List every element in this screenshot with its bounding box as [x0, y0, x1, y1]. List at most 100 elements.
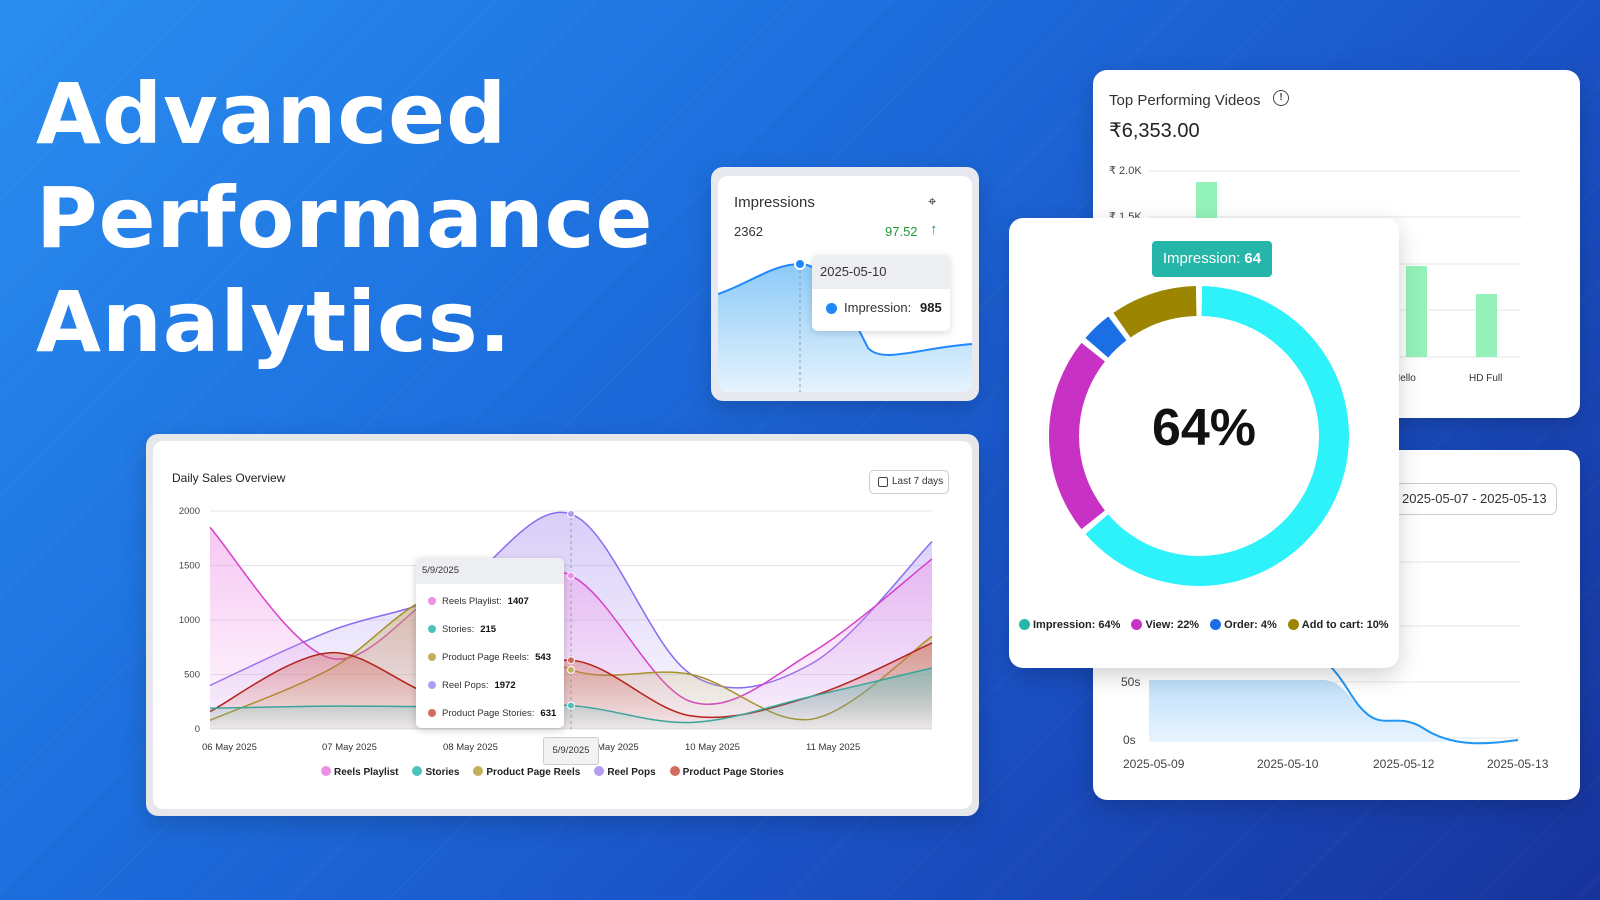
- hover-point[interactable]: [567, 701, 575, 710]
- tooltip-row: Reel Pops: 1972: [428, 680, 516, 691]
- legend-item[interactable]: Reel Pops: [594, 766, 656, 778]
- hover-point[interactable]: [567, 665, 575, 674]
- tooltip-row: Reels Playlist: 1407: [428, 596, 529, 607]
- impressions-tooltip: 2025-05-10 Impression: 985: [812, 255, 950, 331]
- legend-item[interactable]: Stories: [412, 766, 459, 778]
- legend-swatch: [1210, 619, 1222, 630]
- calendar-icon: [878, 477, 888, 487]
- xtick-label: 08 May 2025: [443, 742, 498, 753]
- x-axis-tooltip: 5/9/2025: [543, 737, 599, 765]
- ytick-label: 1500: [179, 561, 200, 572]
- donut-chart: [1049, 286, 1349, 586]
- top-videos-title: Top Performing Videos: [1109, 92, 1261, 109]
- legend-item[interactable]: Order: 4%: [1210, 619, 1277, 631]
- donut-slice-impression[interactable]: [1085, 286, 1349, 586]
- daily-sales-chart: 0 500 1000 1500 2000 06 May 2025 07 May 2025 08…: [179, 506, 933, 753]
- impressions-value: 2362: [734, 224, 763, 239]
- xtick-label: 11 May 2025: [806, 742, 860, 753]
- donut-center-value: 64%: [1151, 399, 1257, 457]
- arrow-up-icon: ↑: [930, 221, 938, 238]
- ytick-label: 0s: [1123, 733, 1136, 747]
- hover-point[interactable]: [567, 571, 575, 580]
- series-dot-icon: [428, 625, 436, 633]
- tooltip-row-value: 631: [540, 708, 557, 719]
- area-fill: [1149, 680, 1518, 745]
- legend-swatch: [473, 766, 484, 776]
- legend-swatch: [1287, 619, 1299, 630]
- legend-swatch: [669, 766, 680, 776]
- legend-label: Impression: 64%: [1033, 619, 1121, 631]
- line-stories[interactable]: [209, 667, 933, 724]
- tooltip-row: Stories: 215: [428, 624, 496, 635]
- legend-swatch: [412, 766, 423, 776]
- legend-item[interactable]: View: 22%: [1131, 619, 1199, 631]
- series-dot-icon: [826, 303, 837, 314]
- ytick-label: 500: [184, 670, 200, 681]
- ytick-label: 2000: [179, 506, 200, 517]
- impressions-card: Impressions ⌖ 2362 97.52 ↑ 2025-05-10 Im…: [711, 167, 979, 401]
- hero-line-2: Performance: [36, 169, 654, 267]
- series-dot-icon: [428, 681, 436, 689]
- hover-point[interactable]: [794, 258, 806, 270]
- legend-label: Product Page Stories: [682, 767, 784, 778]
- tooltip-row-value: 1407: [507, 596, 529, 607]
- tooltip-row-label: Reels Playlist:: [442, 596, 502, 607]
- xtick-label: May 2025: [597, 742, 639, 753]
- donut-card: Impression: 64 64% Impression: 64% View: …: [1009, 218, 1399, 668]
- legend-item[interactable]: Reels Playlist: [321, 766, 398, 778]
- range-label: Last 7 days: [892, 476, 944, 487]
- tooltip-row-value: 215: [480, 624, 497, 635]
- legend-swatch: [594, 766, 605, 776]
- legend-label: Reels Playlist: [334, 767, 399, 778]
- impressions-title: Impressions: [734, 194, 815, 211]
- bar: [1476, 294, 1497, 357]
- legend-item[interactable]: Product Page Stories: [669, 766, 784, 778]
- xtick-label: 07 May 2025: [322, 742, 377, 753]
- bar: [1406, 266, 1427, 357]
- legend-item[interactable]: Product Page Reels: [473, 766, 580, 778]
- legend-item[interactable]: Impression: 64%: [1019, 619, 1120, 631]
- donut-tooltip-label: Impression:: [1162, 250, 1241, 267]
- tooltip-row-value: 1972: [494, 680, 516, 691]
- hero-title: Advanced Performance Analytics.: [36, 62, 653, 374]
- donut-slice-add-to-cart[interactable]: [1113, 286, 1197, 338]
- legend-swatch: [1019, 619, 1030, 630]
- tooltip-row-label: Product Page Reels:: [442, 652, 530, 663]
- legend-label: Add to cart: 10%: [1301, 619, 1389, 631]
- donut-tooltip-value: 64: [1244, 250, 1262, 267]
- range-select-button[interactable]: Last 7 days: [869, 470, 949, 494]
- xtick-label: 2025-05-12: [1373, 757, 1435, 771]
- series-dot-icon: [428, 653, 436, 661]
- donut-slice-view[interactable]: [1049, 342, 1105, 530]
- tooltip-date: 2025-05-10: [812, 255, 950, 289]
- xtick-label: Hello: [1393, 373, 1416, 384]
- legend-swatch: [1131, 619, 1143, 630]
- tooltip-label: Impression:: [844, 300, 912, 315]
- hover-point[interactable]: [567, 656, 575, 665]
- hero-line-1: Advanced: [36, 65, 508, 163]
- donut-slice-order[interactable]: [1085, 316, 1127, 358]
- impressions-change: 97.52: [885, 224, 918, 239]
- impressions-panel: Impressions ⌖ 2362 97.52 ↑ 2025-05-10 Im…: [718, 176, 972, 392]
- cursor-click-icon[interactable]: ⌖: [928, 193, 937, 210]
- donut-tooltip: Impression: 64: [1152, 241, 1272, 277]
- legend-item[interactable]: Add to cart: 10%: [1287, 619, 1389, 631]
- series-dot-icon: [428, 709, 436, 717]
- xtick-label: 2025-05-13: [1487, 757, 1549, 771]
- date-range-label: 2025-05-07 - 2025-05-13: [1402, 491, 1547, 506]
- tooltip-row-label: Product Page Stories:: [442, 708, 535, 719]
- hover-point[interactable]: [567, 510, 575, 519]
- tooltip-value: 985: [920, 300, 942, 315]
- legend-label: View: 22%: [1145, 619, 1200, 631]
- ytick-label: 0: [195, 724, 200, 735]
- tooltip-row-value: 543: [535, 652, 551, 663]
- top-videos-amount: ₹6,353.00: [1109, 120, 1200, 142]
- sales-tooltip: 5/9/2025 Reels Playlist: 1407 Stories: 215…: [416, 558, 564, 728]
- xtick-label: 2025-05-09: [1123, 757, 1185, 771]
- series-dot-icon: [428, 597, 436, 605]
- sales-tooltip-date: 5/9/2025: [416, 558, 564, 584]
- sales-legend: Reels Playlist Stories Product Page Reels R…: [321, 766, 798, 778]
- info-icon[interactable]: !: [1273, 90, 1289, 106]
- donut-legend: Impression: 64% View: 22% Order: 4% Add …: [1019, 619, 1397, 631]
- xtick-label: HD Full: [1469, 373, 1502, 384]
